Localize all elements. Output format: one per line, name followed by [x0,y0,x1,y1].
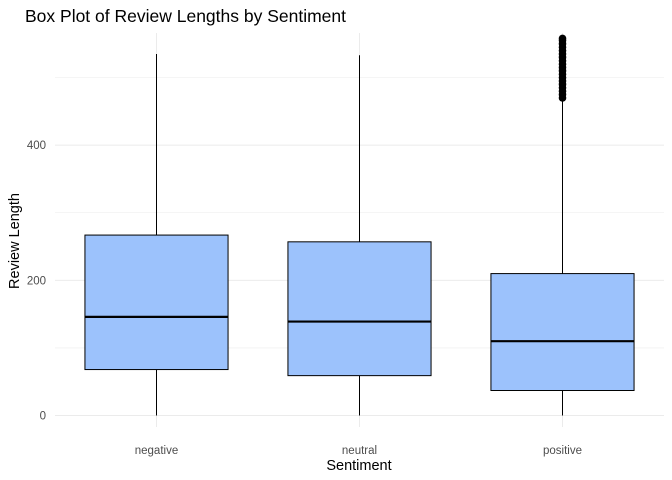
iqr-box [287,241,432,377]
x-tick-label: negative [135,445,178,457]
y-axis-title: Review Length [7,193,23,289]
x-tick-label: positive [543,445,582,457]
y-tick-label: 200 [27,275,46,287]
box-negative [84,53,229,416]
boxes-layer [84,34,635,416]
tick-labels: 0 200 400 negative neutral positive [27,140,582,457]
x-tick-label: neutral [342,445,377,457]
outlier-point [558,34,567,43]
y-tick-label: 400 [27,140,46,152]
box-neutral [287,55,432,416]
x-axis-title: Sentiment [326,458,391,474]
chart-title: Box Plot of Review Lengths by Sentiment [25,6,346,26]
iqr-box [84,234,229,371]
box-positive [490,34,635,416]
y-tick-label: 0 [40,411,46,423]
iqr-box [490,273,635,392]
